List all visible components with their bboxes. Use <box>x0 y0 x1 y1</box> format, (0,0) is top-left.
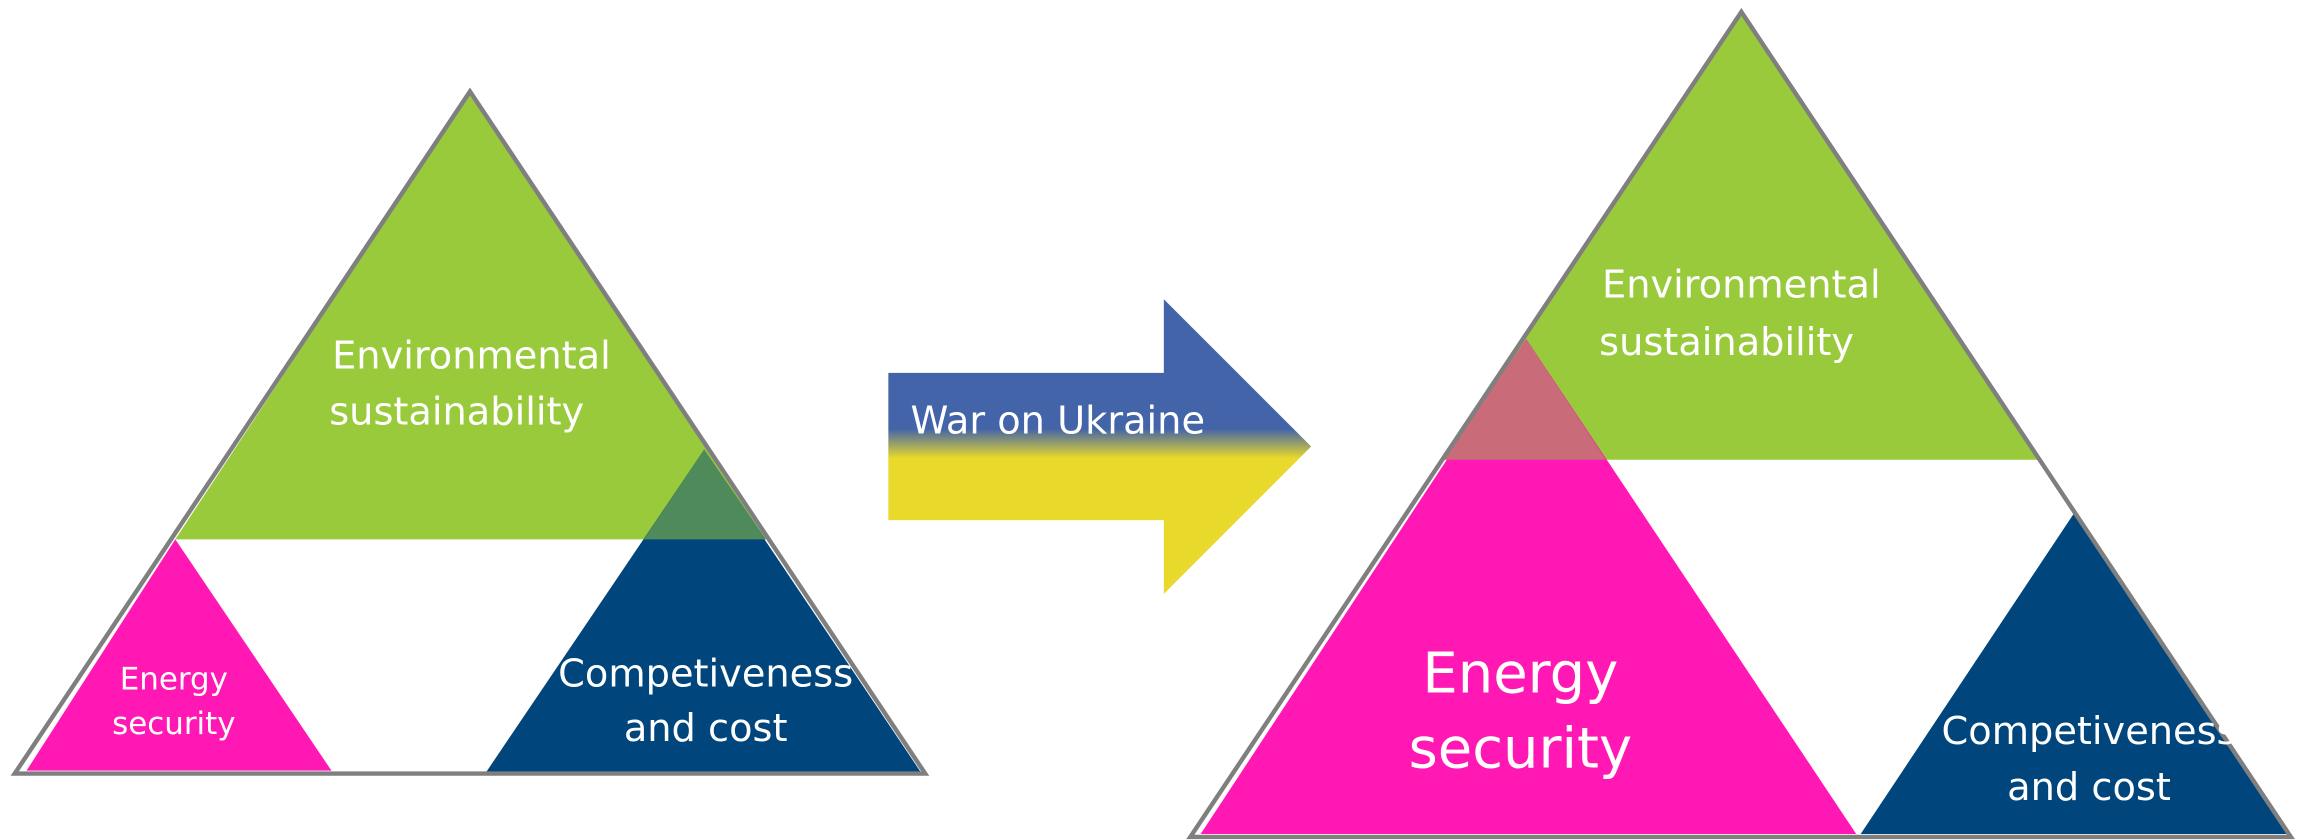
environmental-segment <box>1442 11 2041 460</box>
label: Competiveness and cost <box>1942 709 2237 810</box>
label: Energy security <box>1409 642 1632 782</box>
overlap <box>643 449 767 540</box>
overlap <box>1442 338 1606 460</box>
arrow: War on Ukraine <box>888 299 1312 594</box>
arrow-label: War on Ukraine <box>910 398 1205 443</box>
environmental-segment <box>175 91 767 540</box>
outline <box>1186 7 2295 840</box>
energy-segment <box>26 539 332 771</box>
after-triangle: Environmental sustainability Energy securi… <box>1186 7 2295 840</box>
outline <box>10 87 930 776</box>
competitiveness-segment <box>1860 512 2288 834</box>
label: Environmental sustainability <box>1599 263 1881 365</box>
label: Environmental sustainability <box>329 333 611 434</box>
competitiveness-segment <box>486 449 921 773</box>
label: Competiveness and cost <box>558 652 853 752</box>
before-triangle: Environmental sustainability Energy securi… <box>10 87 930 776</box>
energy-segment <box>1200 338 1857 834</box>
arrow-shape <box>888 299 1312 594</box>
label: Energy security <box>112 662 235 742</box>
